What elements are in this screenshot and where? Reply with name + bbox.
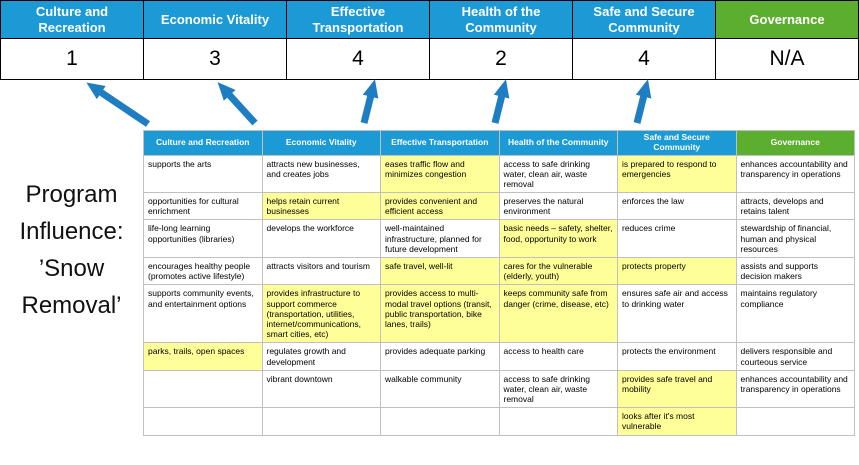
- matrix-header-economic-vitality: Economic Vitality: [262, 131, 380, 155]
- matrix-cell: enforces the law: [618, 193, 736, 220]
- matrix-cell: provides adequate parking: [381, 343, 499, 370]
- matrix-cell-highlighted: parks, trails, open spaces: [144, 343, 262, 370]
- matrix-cell: stewardship of financial, human and phys…: [736, 220, 854, 258]
- score-header-economic-vitality: Economic Vitality: [144, 1, 286, 39]
- influence-arrows: [86, 79, 652, 127]
- matrix-cell: attracts visitors and tourism: [262, 258, 380, 285]
- influence-arrow-5: [633, 79, 652, 124]
- matrix-cell: [381, 408, 499, 435]
- matrix-cell-highlighted: provides convenient and efficient access: [381, 193, 499, 220]
- score-value-governance: N/A: [716, 39, 858, 80]
- influence-arrow-4: [491, 79, 510, 124]
- matrix-cell-highlighted: provides access to multi-modal travel op…: [381, 285, 499, 343]
- matrix-cell-highlighted: provides infrastructure to support comme…: [262, 285, 380, 343]
- matrix-cell: protects the environment: [618, 343, 736, 370]
- program-influence-label: Program Influence: ’Snow Removal’: [0, 176, 143, 324]
- score-summary-table: Culture and Recreation Economic Vitality E…: [0, 0, 859, 81]
- matrix-cell: walkable community: [381, 370, 499, 408]
- matrix-header-effective-transportation: Effective Transportation: [381, 131, 499, 155]
- score-header-safe-and-secure-community: Safe and Secure Community: [573, 1, 715, 39]
- matrix-cell: ensures safe air and access to drinking …: [618, 285, 736, 343]
- matrix-cell: enhances accountability and transparency…: [736, 370, 854, 408]
- matrix-cell: preserves the natural environment: [499, 193, 617, 220]
- matrix-cell-highlighted: protects property: [618, 258, 736, 285]
- matrix-cell: [144, 408, 262, 435]
- matrix-cell-highlighted: is prepared to respond to emergencies: [618, 155, 736, 193]
- matrix-cell-highlighted: safe travel, well-lit: [381, 258, 499, 285]
- matrix-cell: [499, 408, 617, 435]
- program-label-line: Removal’: [21, 292, 122, 319]
- matrix-cell-highlighted: provides safe travel and mobility: [618, 370, 736, 408]
- matrix-cell-highlighted: keeps community safe from danger (crime,…: [499, 285, 617, 343]
- program-label-line: Influence:: [19, 218, 124, 245]
- influence-matrix: Culture and Recreation Economic Vitality E…: [143, 130, 855, 436]
- matrix-cell-highlighted: eases traffic flow and minimizes congest…: [381, 155, 499, 193]
- score-header-governance: Governance: [716, 1, 858, 39]
- score-header-health-of-the-community: Health of the Community: [430, 1, 572, 39]
- score-header-effective-transportation: Effective Transportation: [287, 1, 429, 39]
- matrix-cell: regulates growth and development: [262, 343, 380, 370]
- matrix-cell: access to safe drinking water, clean air…: [499, 155, 617, 193]
- matrix-cell: reduces crime: [618, 220, 736, 258]
- matrix-cell-highlighted: basic needs – safety, shelter, food, opp…: [499, 220, 617, 258]
- matrix-cell: assists and supports decision makers: [736, 258, 854, 285]
- program-label-line: Program: [25, 181, 118, 208]
- matrix-cell: access to health care: [499, 343, 617, 370]
- matrix-cell: delivers responsible and courteous servi…: [736, 343, 854, 370]
- matrix-header-safe-and-secure-community: Safe and Secure Community: [618, 131, 736, 155]
- matrix-cell: [736, 408, 854, 435]
- score-value-effective-transportation: 4: [287, 39, 429, 80]
- matrix-cell-highlighted: looks after it's most vulnerable: [618, 408, 736, 435]
- matrix-cell-highlighted: cares for the vulnerable (elderly, youth…: [499, 258, 617, 285]
- matrix-cell: attracts new businesses, and creates job…: [262, 155, 380, 193]
- matrix-cell: enhances accountability and transparency…: [736, 155, 854, 193]
- matrix-cell: develops the workforce: [262, 220, 380, 258]
- matrix-header-culture-and-recreation: Culture and Recreation: [144, 131, 262, 155]
- matrix-cell: supports community events, and entertain…: [144, 285, 262, 343]
- matrix-cell: life-long learning opportunities (librar…: [144, 220, 262, 258]
- score-value-health-of-the-community: 2: [430, 39, 572, 80]
- matrix-cell: opportunities for cultural enrichment: [144, 193, 262, 220]
- matrix-header-governance: Governance: [736, 131, 854, 155]
- score-value-culture-and-recreation: 1: [1, 39, 143, 80]
- score-header-culture-and-recreation: Culture and Recreation: [1, 1, 143, 39]
- matrix-cell: attracts, develops and retains talent: [736, 193, 854, 220]
- influence-arrow-2: [217, 82, 258, 126]
- matrix-cell: supports the arts: [144, 155, 262, 193]
- matrix-cell: access to safe drinking water, clean air…: [499, 370, 617, 408]
- score-value-economic-vitality: 3: [144, 39, 286, 80]
- matrix-cell: vibrant downtown: [262, 370, 380, 408]
- program-label-line: ’Snow: [38, 255, 105, 282]
- matrix-cell: [144, 370, 262, 408]
- matrix-header-health-of-the-community: Health of the Community: [499, 131, 617, 155]
- matrix-cell-highlighted: helps retain current businesses: [262, 193, 380, 220]
- matrix-cell: maintains regulatory compliance: [736, 285, 854, 343]
- matrix-cell: encourages healthy people (promotes acti…: [144, 258, 262, 285]
- matrix-cell: well-maintained infrastructure, planned …: [381, 220, 499, 258]
- score-value-safe-and-secure-community: 4: [573, 39, 715, 80]
- influence-arrow-3: [360, 79, 379, 124]
- matrix-cell: [262, 408, 380, 435]
- influence-arrow-1: [86, 82, 150, 127]
